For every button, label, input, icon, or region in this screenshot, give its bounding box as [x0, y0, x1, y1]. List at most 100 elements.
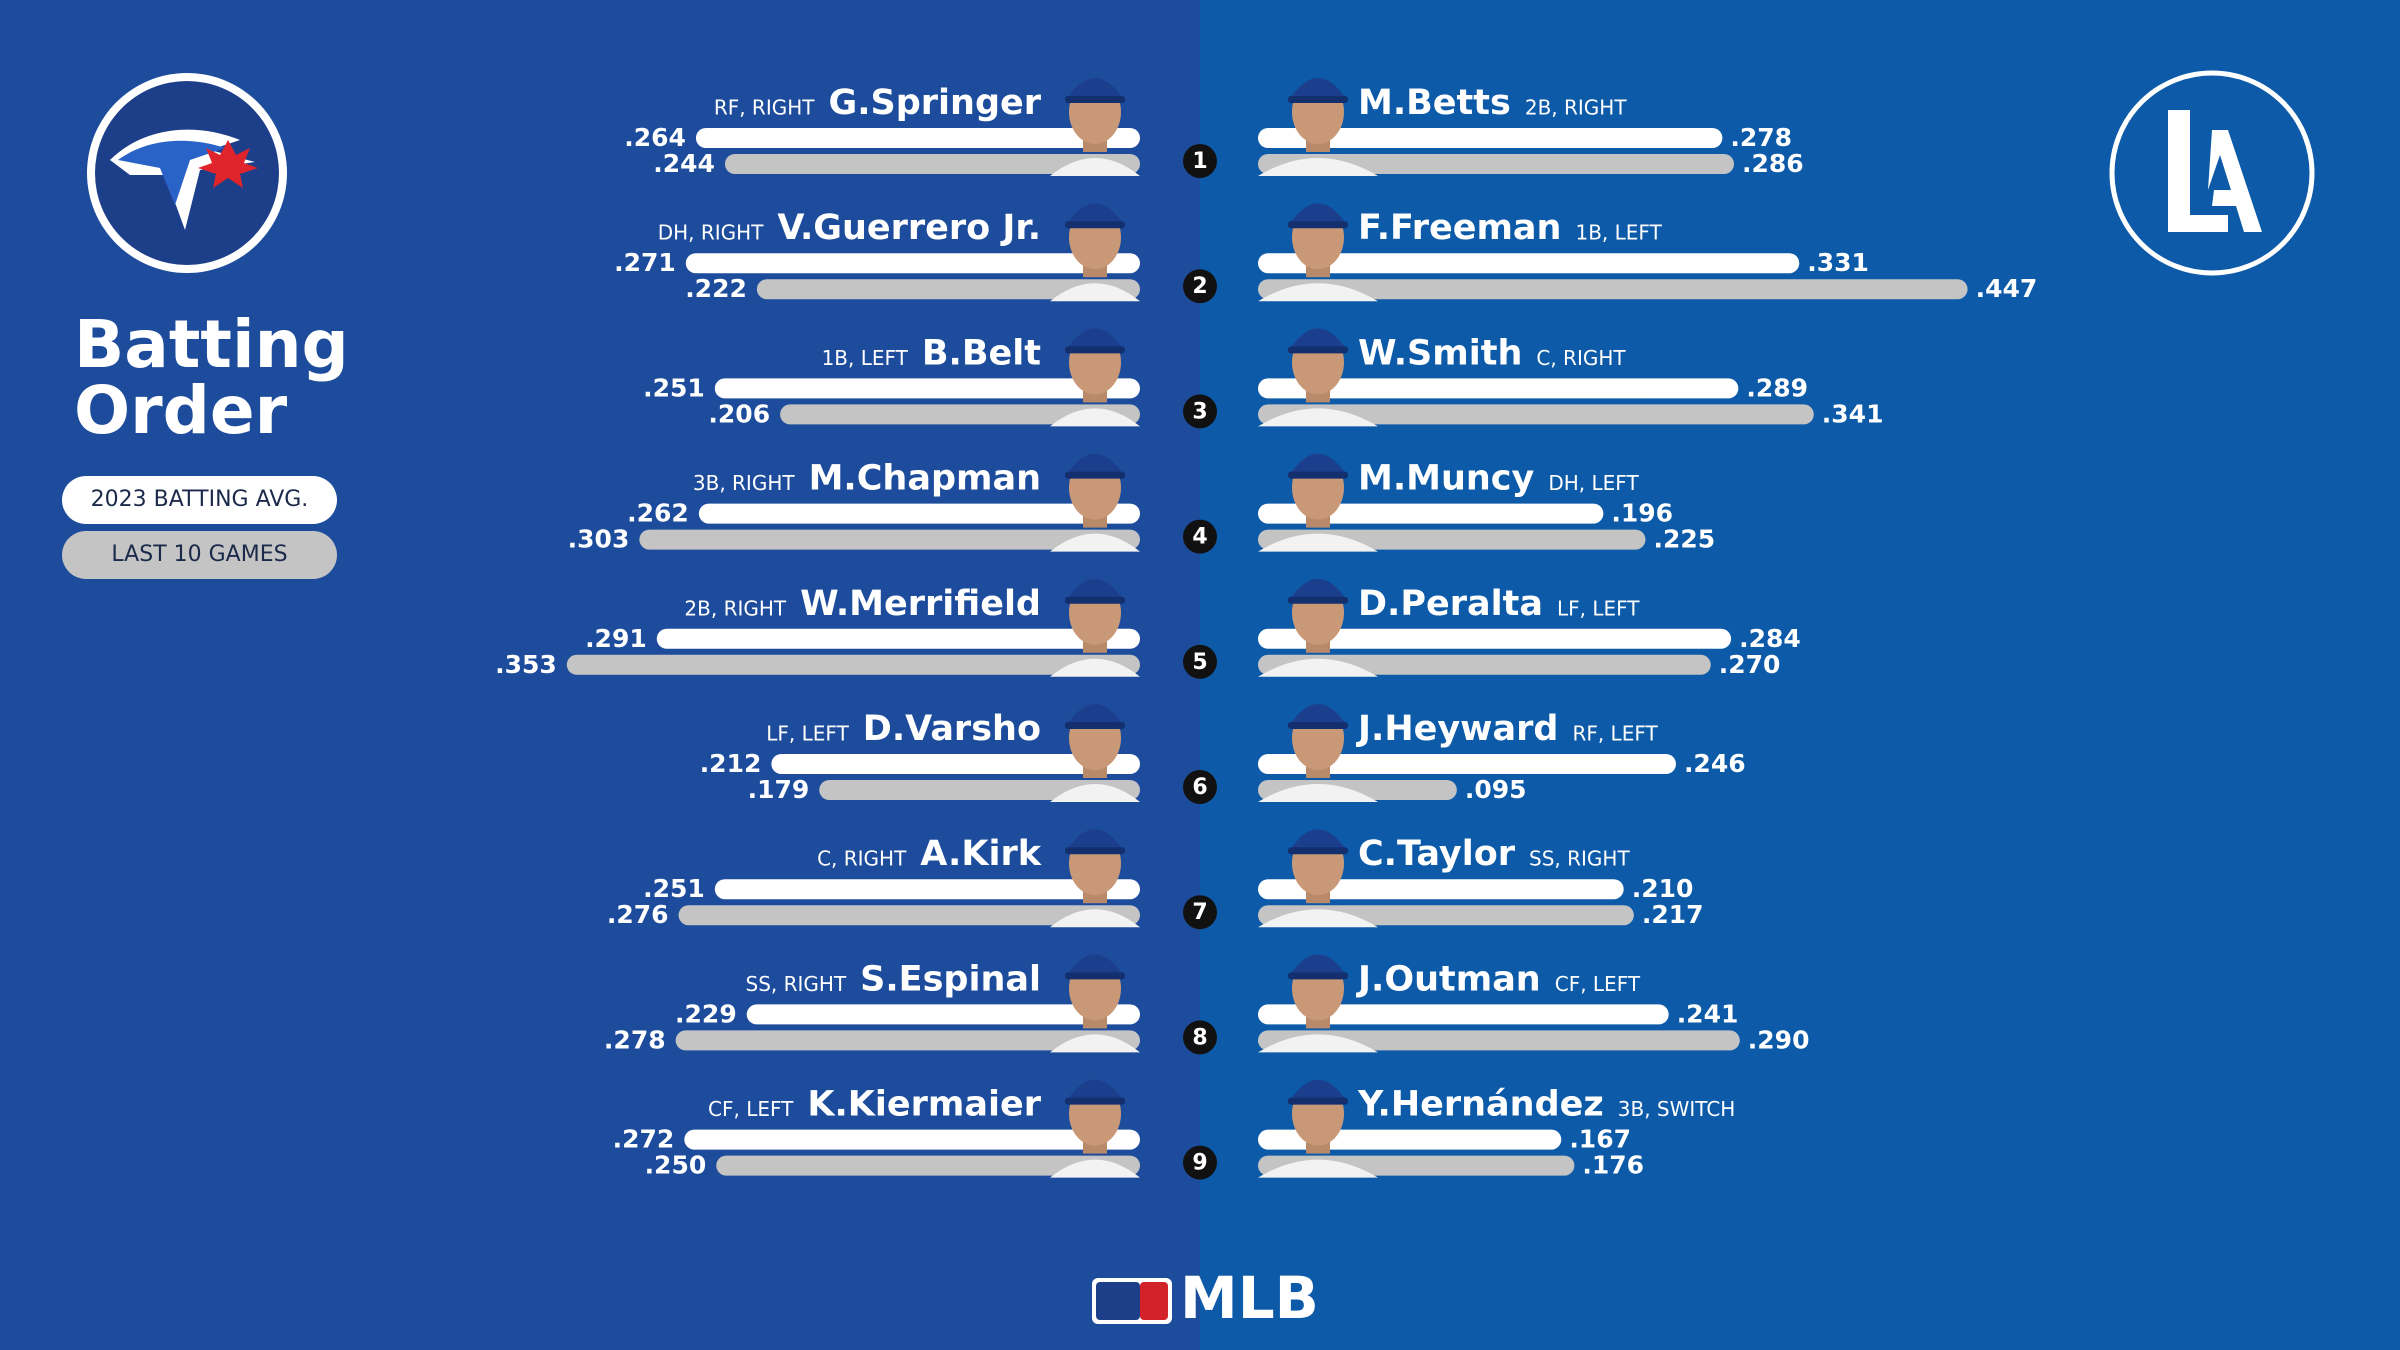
jersey — [1258, 283, 1378, 302]
bar — [656, 628, 1140, 649]
value-label: .222 — [685, 274, 747, 303]
cap-brim — [1288, 221, 1348, 229]
jersey — [1050, 1159, 1140, 1178]
order-badge — [1183, 1145, 1217, 1180]
bar — [1258, 503, 1604, 524]
bar — [685, 253, 1140, 274]
cap-brim — [1288, 346, 1348, 354]
cap-brim — [1065, 471, 1125, 479]
cap — [1066, 203, 1124, 226]
jersey — [1050, 158, 1140, 176]
value-label: .241 — [1677, 999, 1739, 1028]
order-badge — [1183, 770, 1217, 804]
bar — [1258, 378, 1739, 399]
order-badge — [1183, 644, 1217, 679]
player-photo — [1258, 78, 1378, 176]
player-position: LF, LEFT — [1557, 596, 1640, 620]
value-label: .291 — [585, 624, 647, 653]
player-position: C, RIGHT — [817, 847, 907, 871]
order-badge — [1183, 394, 1217, 429]
cap-brim — [1065, 221, 1125, 229]
value-label: .353 — [495, 650, 557, 679]
cap-brim — [1288, 596, 1348, 604]
dodgers-logo — [2109, 70, 2315, 276]
bar — [716, 1155, 1140, 1176]
order-badge — [1183, 144, 1217, 178]
footer-brand: MLB — [1180, 1264, 1319, 1332]
cap-brim — [1065, 96, 1125, 103]
value-label: .212 — [700, 749, 762, 778]
bar — [1258, 253, 1800, 274]
value-label: .278 — [604, 1025, 666, 1054]
mlb-logo-mark — [1092, 1278, 1172, 1324]
player-name: W.Merrifield — [800, 584, 1041, 624]
player-name: C.Taylor — [1358, 834, 1516, 874]
jersey — [1050, 283, 1140, 302]
player-photo — [1258, 328, 1378, 427]
value-label: .244 — [653, 149, 715, 178]
player-name: F.Freeman — [1358, 208, 1561, 248]
player-name: W.Smith — [1358, 333, 1522, 373]
player-photo — [1258, 829, 1378, 928]
player-position: 3B, RIGHT — [693, 471, 795, 495]
chart-title: Batting Order — [74, 306, 349, 449]
value-label: .341 — [1822, 399, 1884, 428]
cap — [1066, 578, 1124, 601]
value-label: .167 — [1569, 1125, 1631, 1154]
cap-brim — [1065, 596, 1125, 604]
cap — [1289, 78, 1347, 100]
player-photo — [1050, 578, 1140, 677]
value-label: .272 — [613, 1125, 675, 1154]
bar — [780, 404, 1140, 425]
bar — [771, 754, 1140, 774]
player-position: RF, LEFT — [1572, 722, 1658, 746]
player-name: G.Springer — [828, 83, 1041, 123]
value-label: .196 — [1611, 499, 1673, 528]
value-label: .286 — [1742, 149, 1804, 178]
bar — [1258, 654, 1711, 675]
jersey — [1050, 909, 1140, 928]
jersey — [1258, 1159, 1378, 1178]
player-photo — [1050, 203, 1140, 302]
cap — [1289, 578, 1347, 601]
value-label: .217 — [1642, 900, 1704, 929]
player-photo — [1050, 78, 1140, 176]
player-photo — [1050, 328, 1140, 427]
player-position: 2B, RIGHT — [1525, 96, 1627, 120]
value-label: .262 — [627, 499, 689, 528]
order-number: 8 — [1192, 1025, 1207, 1050]
bar — [714, 378, 1140, 399]
jersey — [1258, 533, 1378, 552]
player-photo — [1258, 1079, 1378, 1178]
value-label: .270 — [1719, 650, 1781, 679]
jersey — [1258, 1034, 1378, 1053]
order-badge — [1183, 519, 1217, 554]
player-name: M.Muncy — [1358, 459, 1535, 499]
bar — [1258, 154, 1734, 174]
cap-brim — [1288, 96, 1348, 103]
player-name: K.Kiermaier — [807, 1085, 1041, 1125]
value-label: .179 — [748, 775, 810, 804]
cap — [1289, 1079, 1347, 1102]
order-number: 4 — [1192, 525, 1207, 550]
cap-brim — [1288, 972, 1348, 980]
player-position: 2B, RIGHT — [684, 596, 786, 620]
player-name: M.Chapman — [809, 459, 1041, 499]
player-name: D.Varsho — [863, 709, 1041, 749]
bar — [698, 503, 1140, 524]
jersey — [1258, 408, 1378, 427]
bar — [756, 279, 1140, 300]
bar — [566, 654, 1140, 675]
order-number: 3 — [1192, 399, 1207, 424]
cap-brim — [1065, 972, 1125, 980]
bar — [724, 154, 1140, 174]
value-label: .095 — [1465, 775, 1527, 804]
value-label: .303 — [568, 525, 630, 554]
player-name: M.Betts — [1358, 83, 1511, 123]
cap-brim — [1065, 847, 1125, 855]
bar — [1258, 1030, 1740, 1051]
player-name: J.Outman — [1356, 959, 1541, 999]
player-photo — [1050, 453, 1140, 552]
player-name: J.Heyward — [1356, 709, 1558, 749]
